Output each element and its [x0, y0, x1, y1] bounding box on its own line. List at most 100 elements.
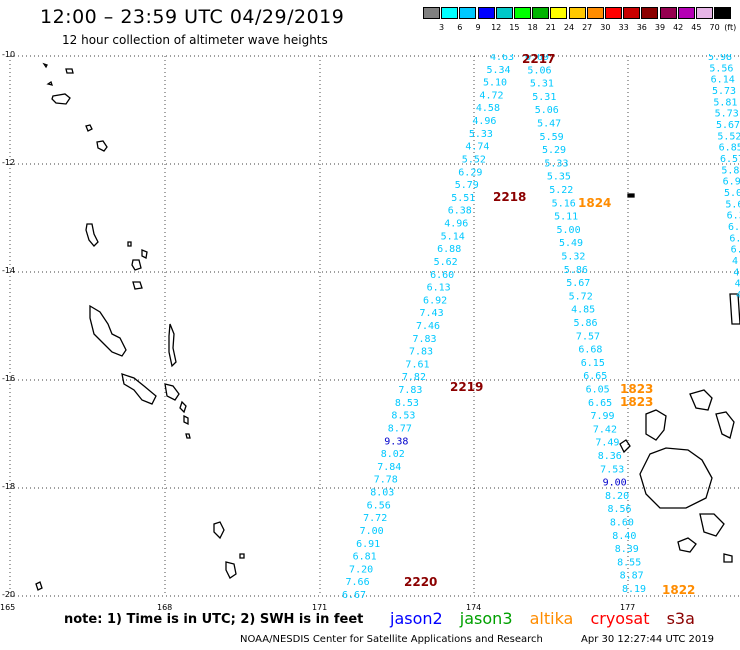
wave-height-value: 9.00: [603, 478, 627, 489]
chart-subtitle: 12 hour collection of altimeter wave hei…: [62, 33, 328, 47]
wave-height-value: 7.43: [420, 308, 444, 319]
wave-height-value: 8.87: [620, 571, 644, 582]
wave-height-value: 5.33: [544, 158, 568, 169]
pass-time-label: 1823: [620, 395, 653, 409]
legend-altika: altika: [529, 609, 574, 628]
colorbar-tick: 3: [439, 23, 445, 32]
island-outline: [179, 400, 187, 414]
island-outline: [185, 433, 191, 439]
wave-height-value: 5.0: [724, 188, 740, 199]
island-outline: [96, 140, 108, 152]
wave-height-value: 5.06: [527, 65, 551, 76]
island-outline: [729, 293, 740, 325]
satellite-legend: jason2 jason3 altika cryosat s3a: [390, 609, 707, 628]
wave-height-value: 7.82: [402, 372, 426, 383]
pass-time-label: 2219: [450, 380, 483, 394]
wave-height-value: 6.88: [437, 244, 461, 255]
coastlines: [35, 62, 740, 591]
map-grid: [9, 55, 740, 597]
colorbar-cell: [623, 7, 641, 19]
wave-height-value: 5.86: [564, 265, 588, 276]
wave-height-value: 6.29: [458, 167, 482, 178]
island-outline: [35, 581, 43, 591]
wave-height-value: 6.68: [578, 345, 602, 356]
wave-height-value: 4.74: [465, 142, 489, 153]
wave-height-value: 5.31: [530, 79, 554, 90]
wave-height-value: 6.3: [728, 222, 740, 233]
pass-time-label: 2220: [404, 575, 437, 589]
legend-jason3: jason3: [459, 609, 513, 628]
lon-label: 165: [0, 603, 16, 612]
island-outline: [239, 553, 245, 559]
colorbar-tick: 15: [509, 23, 520, 32]
island-outline: [213, 521, 225, 540]
wave-height-value: 5.06: [535, 105, 559, 116]
wave-height-value: 5.22: [549, 185, 573, 196]
lat-label: -10: [2, 50, 16, 59]
wave-height-value: 8.53: [395, 398, 419, 409]
wave-height-value: 4.96: [444, 219, 468, 230]
wave-height-value: 8.19: [622, 584, 646, 595]
wave-height-value: 7.57: [576, 331, 600, 342]
colorbar-tick: 42: [673, 23, 684, 32]
wave-height-value: 6.67: [342, 590, 366, 600]
wave-height-value: 5.33: [469, 129, 493, 140]
wave-height-value: 5.29: [542, 145, 566, 156]
colorbar-units: (ft): [724, 23, 737, 32]
wave-height-value: 6.9: [723, 177, 740, 188]
wave-height-value: 8.60: [610, 518, 634, 529]
wave-height-value: 5.72: [569, 291, 593, 302]
island-outline: [42, 62, 48, 69]
lat-label: -20: [2, 590, 16, 599]
island-outline: [168, 323, 177, 368]
wave-height-value: 5.47: [537, 119, 561, 130]
wave-height-value: 6.57: [720, 154, 740, 165]
wave-height-value: 5.67: [566, 278, 590, 289]
island-outline: [127, 241, 132, 247]
colorbar-tick: 18: [527, 23, 538, 32]
colorbar-cell: [441, 7, 459, 19]
pass-time-label: 1823: [620, 382, 653, 396]
island-outline: [164, 383, 180, 401]
island-outline: [689, 389, 713, 411]
wave-height-value: 6.91: [356, 539, 380, 550]
island-outline: [85, 124, 93, 132]
wave-height-value: 5.79: [455, 180, 479, 191]
island-outline: [699, 513, 725, 537]
chart-title: 12:00 – 23:59 UTC 04/29/2019: [40, 6, 345, 28]
wave-height-value: 5.51: [451, 193, 475, 204]
wave-height-value: 4.72: [479, 90, 503, 101]
colorbar-cell: [477, 7, 495, 19]
wave-height-value: 5.67: [716, 120, 740, 131]
colorbar-cell: [532, 7, 550, 19]
wave-height-map: 4.635.345.104.724.584.965.334.745.526.29…: [9, 54, 740, 600]
wave-height-value: 6.: [729, 233, 740, 244]
wave-height-value: 7.46: [416, 321, 440, 332]
wave-height-value: 8.56: [607, 504, 631, 515]
wave-height-value: 5.34: [486, 65, 510, 76]
colorbar-tick: 36: [636, 23, 647, 32]
wave-height-value: 6.85: [719, 143, 740, 154]
legend-cryosat: cryosat: [590, 609, 650, 628]
wave-height-value: 7.72: [363, 513, 387, 524]
wave-height-value: 8.77: [388, 423, 412, 434]
pass-time-label: 1822: [662, 583, 695, 597]
colorbar-cell: [514, 7, 531, 19]
wave-height-value: 4.85: [571, 305, 595, 316]
colorbar-cell: [677, 7, 695, 19]
wave-height-value: 6.: [731, 245, 740, 256]
colorbar-tick: 45: [691, 23, 702, 32]
wave-height-value: 7.84: [377, 462, 401, 473]
colorbar-cell: [605, 7, 622, 19]
colorbar-cell: [586, 7, 604, 19]
colorbar-cell: [423, 7, 440, 19]
island-outline: [225, 561, 237, 579]
wave-height-value: 6.81: [353, 552, 377, 563]
lon-label: 174: [466, 603, 482, 612]
island-outline: [723, 553, 733, 563]
island-outline: [65, 68, 74, 74]
wave-height-value: 4.63: [490, 54, 514, 63]
island-outline: [639, 447, 713, 509]
island-outline: [627, 193, 635, 198]
